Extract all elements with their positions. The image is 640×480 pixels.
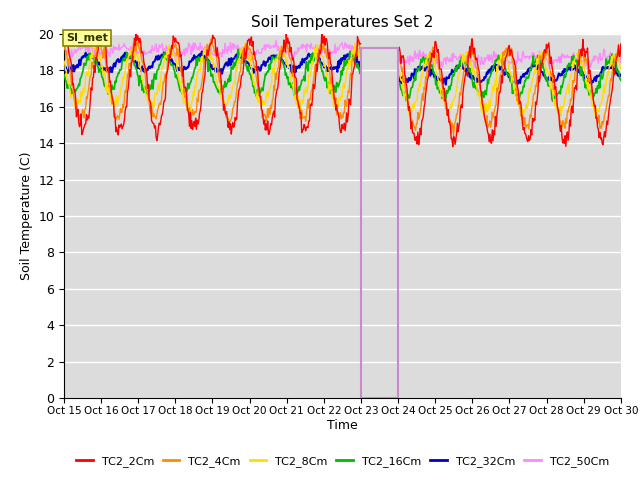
Text: SI_met: SI_met: [66, 33, 108, 43]
X-axis label: Time: Time: [327, 419, 358, 432]
TC2_2Cm: [60, 37, 68, 43]
TC2_50Cm: [184, 46, 192, 52]
TC2_4Cm: [214, 60, 221, 66]
Title: Soil Temperatures Set 2: Soil Temperatures Set 2: [252, 15, 433, 30]
Bar: [361, 48, 398, 398]
TC2_8Cm: [428, 56, 435, 62]
TC2_50Cm: [617, 54, 625, 60]
TC2_32Cm: [184, 64, 192, 70]
TC2_8Cm: [127, 48, 135, 54]
TC2_2Cm: [70, 87, 78, 93]
TC2_2Cm: [411, 137, 419, 143]
Line: TC2_8Cm: TC2_8Cm: [64, 41, 621, 117]
Legend: TC2_2Cm, TC2_4Cm, TC2_8Cm, TC2_16Cm, TC2_32Cm, TC2_50Cm: TC2_2Cm, TC2_4Cm, TC2_8Cm, TC2_16Cm, TC2…: [72, 451, 613, 471]
TC2_16Cm: [411, 73, 419, 79]
TC2_16Cm: [184, 81, 192, 86]
TC2_2Cm: [127, 60, 135, 66]
TC2_2Cm: [617, 41, 625, 47]
Line: TC2_16Cm: TC2_16Cm: [64, 49, 621, 101]
TC2_4Cm: [127, 57, 135, 63]
TC2_16Cm: [70, 89, 78, 95]
TC2_2Cm: [428, 59, 435, 64]
TC2_50Cm: [70, 50, 78, 56]
TC2_4Cm: [617, 46, 625, 52]
TC2_32Cm: [428, 67, 435, 72]
TC2_32Cm: [70, 69, 78, 74]
Y-axis label: Soil Temperature (C): Soil Temperature (C): [20, 152, 33, 280]
TC2_50Cm: [428, 58, 435, 64]
TC2_16Cm: [60, 72, 68, 78]
TC2_16Cm: [127, 52, 135, 58]
TC2_2Cm: [214, 45, 221, 50]
TC2_2Cm: [184, 108, 192, 113]
TC2_8Cm: [184, 101, 192, 107]
Line: TC2_50Cm: TC2_50Cm: [64, 40, 621, 72]
TC2_32Cm: [617, 72, 625, 78]
TC2_32Cm: [214, 69, 221, 74]
TC2_8Cm: [60, 59, 68, 64]
TC2_16Cm: [214, 86, 221, 92]
TC2_8Cm: [411, 101, 419, 107]
TC2_4Cm: [70, 96, 78, 101]
Line: TC2_4Cm: TC2_4Cm: [64, 36, 621, 136]
TC2_4Cm: [184, 106, 192, 112]
TC2_16Cm: [428, 62, 435, 68]
TC2_50Cm: [411, 48, 419, 54]
TC2_50Cm: [60, 41, 68, 47]
TC2_8Cm: [70, 98, 78, 104]
TC2_4Cm: [411, 125, 419, 131]
TC2_4Cm: [60, 46, 68, 52]
TC2_16Cm: [617, 77, 625, 83]
TC2_32Cm: [60, 66, 68, 72]
TC2_32Cm: [127, 56, 135, 61]
TC2_50Cm: [127, 44, 135, 50]
TC2_4Cm: [428, 60, 435, 66]
TC2_32Cm: [411, 66, 419, 72]
TC2_50Cm: [214, 54, 221, 60]
Line: TC2_2Cm: TC2_2Cm: [64, 30, 621, 147]
TC2_8Cm: [214, 82, 221, 87]
Line: TC2_32Cm: TC2_32Cm: [64, 51, 621, 84]
TC2_8Cm: [617, 66, 625, 72]
